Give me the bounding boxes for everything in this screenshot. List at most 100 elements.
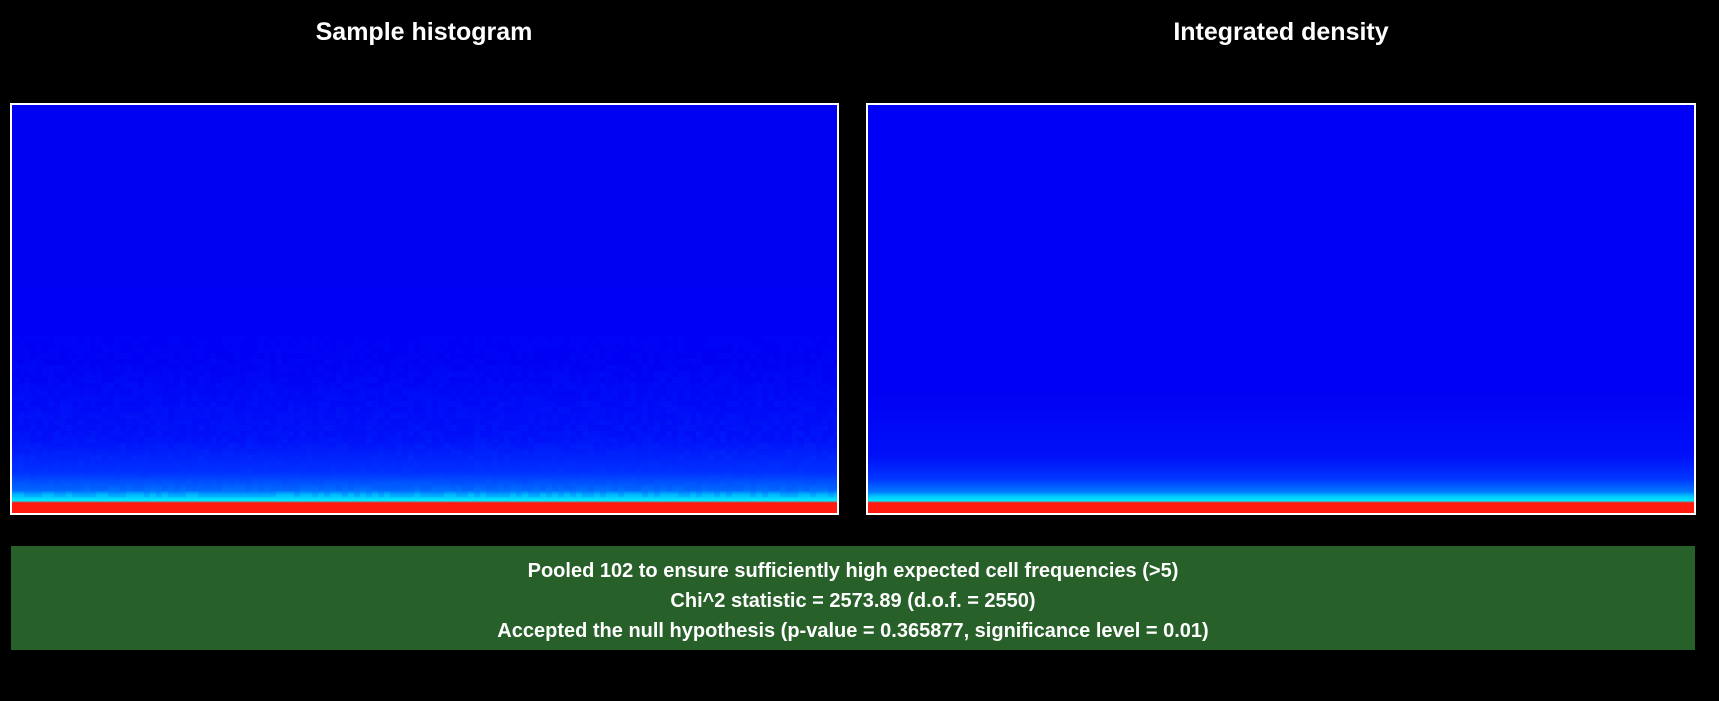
noise-cell (318, 437, 324, 443)
noise-cell (150, 455, 156, 461)
noise-cell (780, 383, 786, 389)
noise-cell (732, 485, 738, 491)
noise-cell (204, 395, 210, 401)
noise-cell (132, 341, 138, 347)
noise-cell (330, 413, 336, 419)
noise-cell (168, 491, 174, 497)
noise-cell (792, 455, 798, 461)
noise-cell (336, 389, 342, 395)
noise-cell (126, 383, 132, 389)
noise-cell (252, 341, 258, 347)
noise-cell (276, 461, 282, 467)
noise-cell (402, 389, 408, 395)
noise-cell (708, 341, 714, 347)
noise-cell (408, 467, 414, 473)
noise-cell (246, 359, 252, 365)
noise-cell (324, 455, 330, 461)
noise-cell (744, 359, 750, 365)
noise-cell (360, 383, 366, 389)
noise-cell (90, 479, 96, 485)
noise-cell (774, 413, 780, 419)
noise-cell (576, 401, 582, 407)
noise-cell (534, 341, 540, 347)
noise-cell (324, 395, 330, 401)
noise-cell (384, 335, 390, 341)
noise-cell (246, 419, 252, 425)
noise-cell (444, 479, 450, 485)
noise-cell (480, 365, 486, 371)
noise-cell (294, 401, 300, 407)
noise-cell (576, 449, 582, 455)
noise-cell (462, 485, 468, 491)
noise-cell (12, 377, 18, 383)
noise-cell (264, 371, 270, 377)
noise-cell (36, 491, 42, 497)
noise-cell (672, 407, 678, 413)
noise-cell (810, 341, 816, 347)
noise-cell (78, 449, 84, 455)
noise-cell (18, 413, 24, 419)
noise-cell (342, 395, 348, 401)
noise-cell (744, 389, 750, 395)
noise-cell (384, 437, 390, 443)
noise-cell (366, 479, 372, 485)
noise-cell (390, 377, 396, 383)
noise-cell (570, 383, 576, 389)
noise-cell (210, 485, 216, 491)
noise-cell (60, 401, 66, 407)
noise-cell (498, 383, 504, 389)
noise-cell (816, 359, 822, 365)
noise-cell (504, 431, 510, 437)
noise-cell (828, 347, 834, 353)
noise-cell (234, 371, 240, 377)
noise-cell (90, 371, 96, 377)
noise-cell (438, 365, 444, 371)
noise-cell (480, 449, 486, 455)
noise-cell (600, 371, 606, 377)
noise-cell (654, 371, 660, 377)
noise-cell (696, 461, 702, 467)
noise-cell (402, 473, 408, 479)
noise-cell (276, 353, 282, 359)
noise-cell (66, 461, 72, 467)
noise-cell (798, 461, 804, 467)
noise-cell (60, 407, 66, 413)
noise-cell (234, 377, 240, 383)
noise-cell (630, 443, 636, 449)
noise-cell (714, 485, 720, 491)
noise-cell (144, 359, 150, 365)
noise-cell (792, 437, 798, 443)
noise-cell (24, 395, 30, 401)
noise-cell (84, 371, 90, 377)
noise-cell (528, 485, 534, 491)
noise-cell (30, 359, 36, 365)
noise-cell (408, 419, 414, 425)
noise-cell (30, 449, 36, 455)
noise-cell (678, 359, 684, 365)
noise-cell (774, 401, 780, 407)
noise-cell (366, 473, 372, 479)
noise-cell (420, 425, 426, 431)
noise-cell (126, 437, 132, 443)
noise-cell (222, 425, 228, 431)
noise-cell (132, 479, 138, 485)
noise-cell (144, 335, 150, 341)
noise-cell (456, 491, 462, 497)
noise-cell (582, 341, 588, 347)
noise-cell (792, 413, 798, 419)
noise-cell (792, 401, 798, 407)
noise-cell (276, 365, 282, 371)
noise-cell (270, 347, 276, 353)
noise-cell (546, 467, 552, 473)
noise-cell (168, 449, 174, 455)
noise-cell (276, 473, 282, 479)
noise-cell (606, 365, 612, 371)
noise-cell (780, 473, 786, 479)
noise-cell (810, 407, 816, 413)
noise-cell (534, 491, 540, 497)
noise-cell (366, 431, 372, 437)
noise-cell (432, 353, 438, 359)
noise-cell (672, 401, 678, 407)
noise-cell (264, 347, 270, 353)
noise-cell (186, 371, 192, 377)
